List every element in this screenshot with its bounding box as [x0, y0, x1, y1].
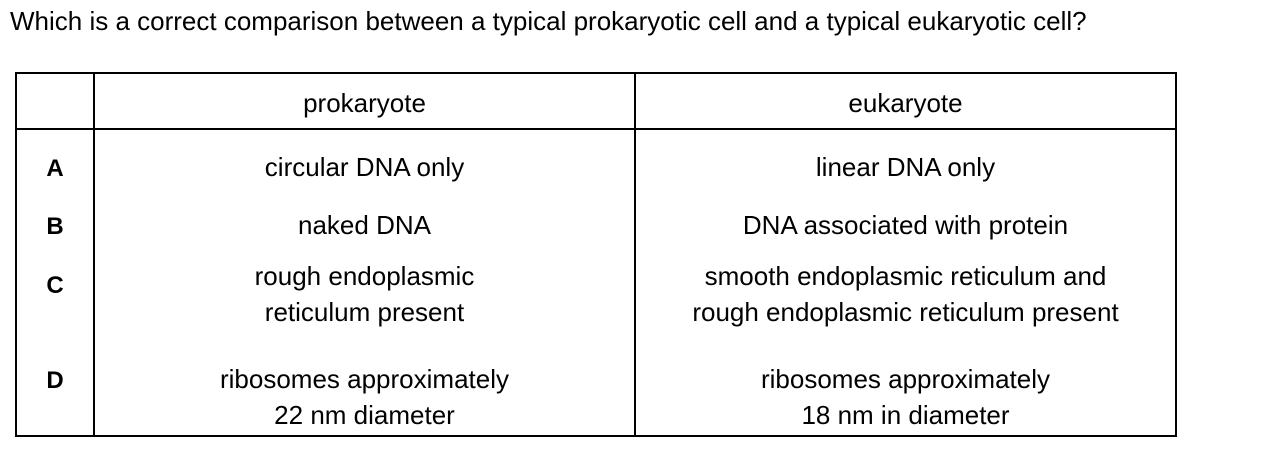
- header-prokaryote: prokaryote: [303, 88, 426, 118]
- question-text: Which is a correct comparison between a …: [10, 6, 1087, 36]
- option-d-eukaryote: ribosomes approximately 18 nm in diamete…: [760, 364, 1050, 430]
- table-header-rule: [17, 128, 1175, 130]
- option-a-label: A: [46, 155, 64, 182]
- option-c-eukaryote: smooth endoplasmic reticulum and rough e…: [692, 261, 1119, 327]
- option-b-label: B: [46, 213, 64, 240]
- comparison-table: prokaryote eukaryote A circular DNA only…: [15, 72, 1177, 437]
- option-b-eukaryote: DNA associated with protein: [742, 210, 1069, 240]
- option-d-prokaryote: ribosomes approximately 22 nm diameter: [219, 364, 509, 430]
- header-eukaryote: eukaryote: [848, 88, 963, 118]
- option-c-prokaryote: rough endoplasmic reticulum present: [254, 261, 475, 327]
- table-divider-label-column: [93, 74, 95, 435]
- option-a-eukaryote: linear DNA only: [815, 152, 996, 182]
- option-a-prokaryote: circular DNA only: [264, 152, 465, 182]
- option-d-label: D: [46, 367, 64, 394]
- option-c-label: C: [46, 272, 64, 299]
- table-divider-middle: [634, 74, 636, 435]
- option-b-prokaryote: naked DNA: [298, 210, 431, 240]
